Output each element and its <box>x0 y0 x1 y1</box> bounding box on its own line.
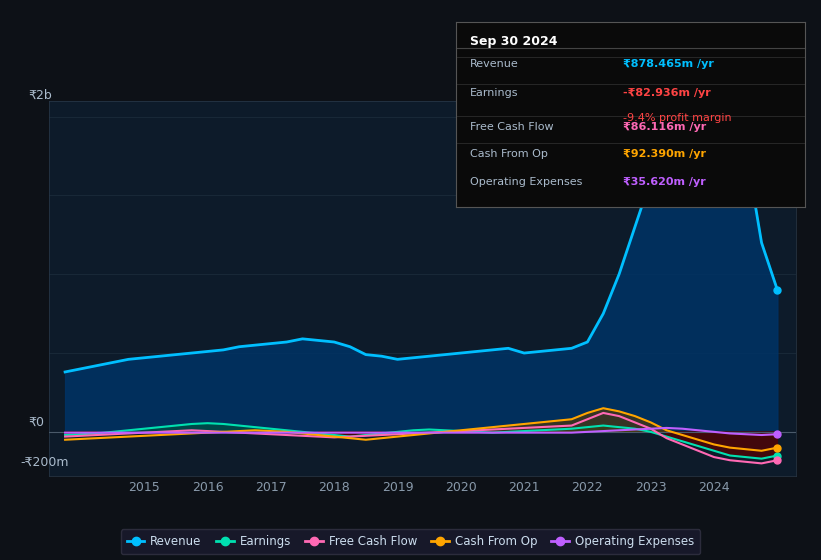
Text: ₹86.116m /yr: ₹86.116m /yr <box>623 122 706 132</box>
Text: -9.4% profit margin: -9.4% profit margin <box>623 113 732 123</box>
Text: -₹200m: -₹200m <box>21 455 69 469</box>
Text: Operating Expenses: Operating Expenses <box>470 177 582 186</box>
Text: Revenue: Revenue <box>470 59 518 69</box>
Text: -₹82.936m /yr: -₹82.936m /yr <box>623 88 711 98</box>
Legend: Revenue, Earnings, Free Cash Flow, Cash From Op, Operating Expenses: Revenue, Earnings, Free Cash Flow, Cash … <box>121 529 700 554</box>
Text: Earnings: Earnings <box>470 88 518 98</box>
Text: ₹878.465m /yr: ₹878.465m /yr <box>623 59 714 69</box>
Text: Cash From Op: Cash From Op <box>470 149 548 159</box>
Text: ₹0: ₹0 <box>29 416 44 430</box>
Text: ₹35.620m /yr: ₹35.620m /yr <box>623 177 706 186</box>
Text: ₹92.390m /yr: ₹92.390m /yr <box>623 149 706 159</box>
Text: Sep 30 2024: Sep 30 2024 <box>470 35 557 48</box>
Text: Free Cash Flow: Free Cash Flow <box>470 122 553 132</box>
Text: ₹2b: ₹2b <box>29 88 53 102</box>
